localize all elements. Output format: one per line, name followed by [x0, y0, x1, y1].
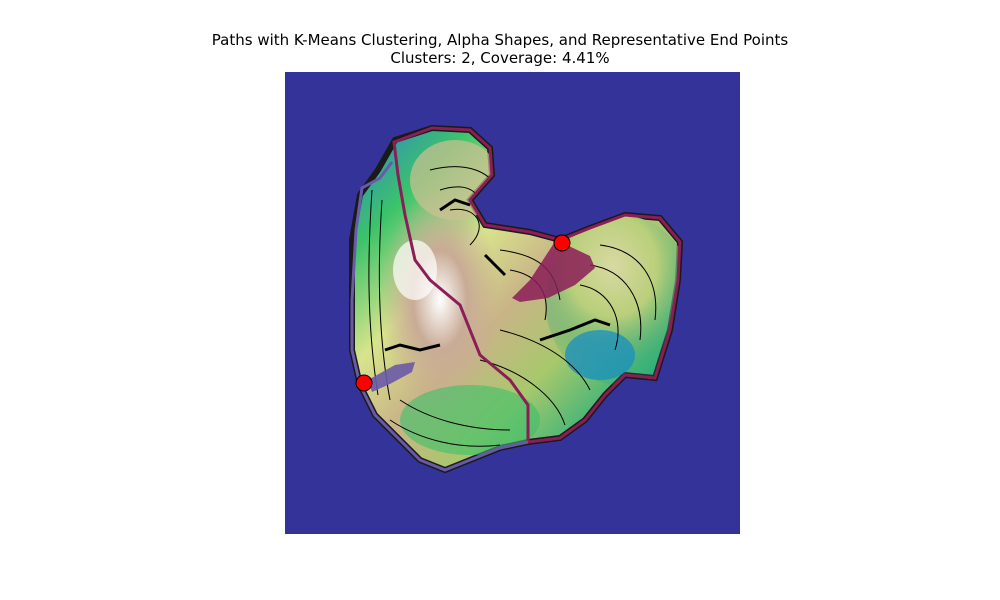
cluster-2-paths: [350, 161, 529, 472]
contour-line: [368, 189, 379, 396]
drainage-channel: [539, 318, 611, 342]
contour-line: [579, 284, 619, 351]
chart-title-line-2: Clusters: 2, Coverage: 4.41%: [390, 49, 610, 67]
south-lowland: [400, 385, 540, 455]
contour-line: [389, 419, 501, 447]
chart-title: Paths with K-Means Clustering, Alpha Sha…: [0, 31, 1000, 67]
ridge-peak-highlight: [393, 240, 437, 300]
southeast-basin: [565, 330, 635, 380]
end-point-cluster-1: [553, 234, 571, 252]
drainage-channel: [384, 343, 441, 352]
cluster-1-alpha-shape: [512, 240, 595, 302]
end-point-cluster-2: [355, 374, 373, 392]
drainage-channel: [439, 198, 471, 212]
contour-line: [399, 399, 511, 431]
cluster-2-boundary-path: [350, 161, 529, 472]
cluster-1-paths: [392, 126, 682, 444]
contour-line: [499, 329, 591, 391]
drainage-channel: [483, 253, 507, 277]
cluster-2-alpha-shape: [368, 362, 415, 392]
representative-end-points: [355, 234, 571, 392]
contour-line: [449, 208, 480, 246]
contour-line: [589, 264, 642, 341]
chart-title-line-1: Paths with K-Means Clustering, Alpha Sha…: [211, 31, 789, 49]
drainage-channels: [384, 198, 611, 352]
contour-line: [599, 244, 657, 321]
cluster-1-boundary-path: [392, 126, 682, 444]
